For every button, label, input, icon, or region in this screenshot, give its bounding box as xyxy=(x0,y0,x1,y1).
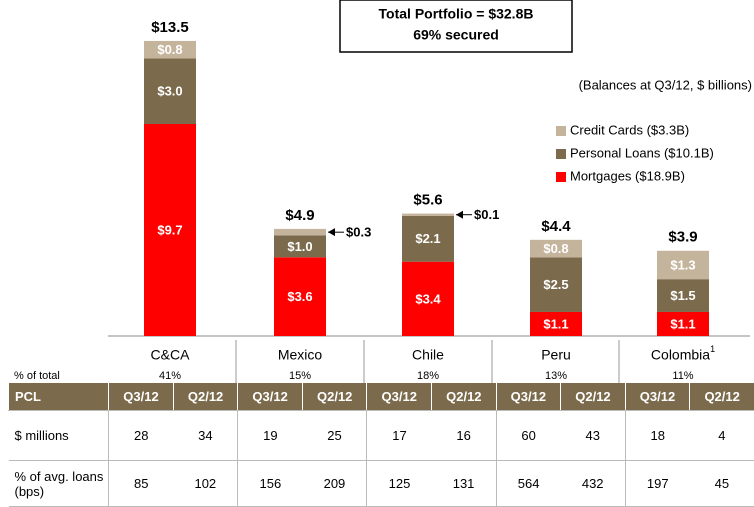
value-label: $1.1 xyxy=(670,316,695,331)
table-cell: 34 xyxy=(173,411,238,461)
table-cell: 28 xyxy=(109,411,174,461)
footnote-mark: 1 xyxy=(710,344,715,354)
table-cell: $ millions xyxy=(9,411,109,461)
table-cell: 125 xyxy=(367,461,432,507)
header-cell: Q3/12 xyxy=(496,383,561,411)
total-label: $3.9 xyxy=(668,229,697,246)
table-cell: 17 xyxy=(367,411,432,461)
table-cell: 102 xyxy=(173,461,238,507)
header-cell: Q2/12 xyxy=(302,383,367,411)
category-label: Colombia1 xyxy=(651,344,715,362)
value-label: $0.1 xyxy=(474,207,499,222)
header-cell: Q2/12 xyxy=(173,383,238,411)
table-cell: 197 xyxy=(625,461,690,507)
value-label: $3.6 xyxy=(287,289,312,304)
table-cell: 25 xyxy=(302,411,367,461)
value-label: $2.1 xyxy=(415,231,440,246)
header-cell: Q2/12 xyxy=(432,383,497,411)
table-cell: % of avg. loans (bps) xyxy=(9,461,109,507)
table-cell: 209 xyxy=(302,461,367,507)
value-label: $2.5 xyxy=(543,277,568,292)
value-label: $1.3 xyxy=(670,257,695,272)
total-label: $4.4 xyxy=(541,218,571,235)
value-label: $3.4 xyxy=(415,291,441,306)
value-label: $0.3 xyxy=(346,225,371,240)
bar-segment xyxy=(274,229,326,236)
legend-label: Mortgages ($18.9B) xyxy=(570,168,685,183)
value-label: $1.5 xyxy=(670,288,695,303)
legend-swatch xyxy=(556,149,566,159)
box-line: Total Portfolio = $32.8B xyxy=(379,6,534,22)
pct-of-total: 18% xyxy=(417,370,439,382)
category-label: Peru xyxy=(541,347,571,363)
pct-label: % of total xyxy=(14,370,60,382)
table-cell: 19 xyxy=(238,411,303,461)
arrow-head xyxy=(456,211,463,219)
category-label: C&CA xyxy=(151,347,191,363)
bar-segment xyxy=(402,214,454,216)
value-label: $3.0 xyxy=(157,84,182,99)
table-cell: 85 xyxy=(109,461,174,507)
pct-of-total: 41% xyxy=(159,370,181,382)
note: (Balances at Q3/12, $ billions) xyxy=(579,77,752,92)
table-cell: 564 xyxy=(496,461,561,507)
arrow-head xyxy=(328,228,335,236)
legend-swatch xyxy=(556,126,566,136)
pct-of-total: 11% xyxy=(672,370,693,382)
value-label: $0.8 xyxy=(543,241,568,256)
box-line: 69% secured xyxy=(413,27,499,43)
table-cell: 156 xyxy=(238,461,303,507)
header-cell: Q3/12 xyxy=(238,383,303,411)
total-label: $5.6 xyxy=(413,192,442,209)
table-cell: 60 xyxy=(496,411,561,461)
chart: Total Portfolio = $32.8B 69% secured (Ba… xyxy=(0,0,754,383)
category-label: Mexico xyxy=(278,347,323,363)
header-cell: PCL xyxy=(9,383,109,411)
header-cell: Q3/12 xyxy=(625,383,690,411)
value-label: $1.1 xyxy=(543,316,568,331)
legend-label: Personal Loans ($10.1B) xyxy=(570,145,714,160)
total-label: $4.9 xyxy=(285,207,314,224)
value-label: $9.7 xyxy=(157,222,182,237)
table-cell: 45 xyxy=(690,461,754,507)
table-cell: 16 xyxy=(432,411,497,461)
table-cell: 43 xyxy=(561,411,626,461)
header-cell: Q3/12 xyxy=(367,383,432,411)
value-label: $1.0 xyxy=(287,239,312,254)
legend-label: Credit Cards ($3.3B) xyxy=(570,122,689,137)
table-cell: 432 xyxy=(561,461,626,507)
total-label: $13.5 xyxy=(151,19,189,36)
header-cell: Q3/12 xyxy=(109,383,174,411)
table-cell: 18 xyxy=(625,411,690,461)
header-cell: Q2/12 xyxy=(561,383,626,411)
category-label: Chile xyxy=(412,347,444,363)
table-cell: 4 xyxy=(690,411,754,461)
pct-of-total: 15% xyxy=(289,370,311,382)
header-cell: Q2/12 xyxy=(690,383,754,411)
legend-swatch xyxy=(556,172,566,182)
table-cell: 131 xyxy=(432,461,497,507)
pct-of-total: 13% xyxy=(545,370,567,382)
value-label: $0.8 xyxy=(157,42,182,57)
